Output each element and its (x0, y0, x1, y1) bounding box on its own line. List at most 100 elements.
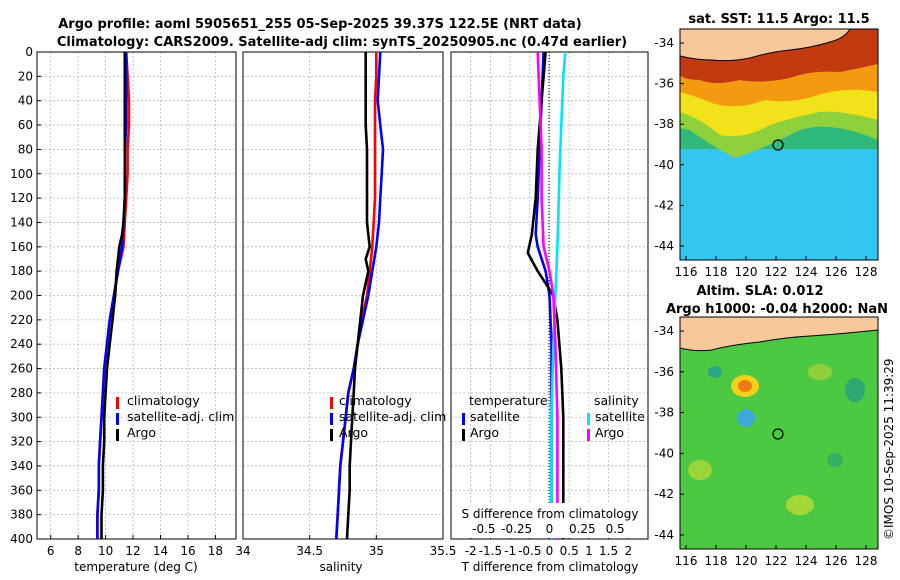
temperature-xlabel: temperature (deg C) (74, 560, 197, 574)
x-tick-label: 8 (74, 544, 82, 558)
legend-label-satellite: satellite-adj. clim (127, 409, 234, 424)
legend-swatch-climatology (330, 397, 333, 409)
legend-swatch-climatology (116, 397, 119, 409)
y-tick-label: 320 (10, 435, 33, 449)
s-tick-label: 0.25 (569, 522, 596, 536)
y-tick-label: 300 (10, 410, 33, 424)
x-tick-label: 0 (546, 544, 554, 558)
map-x-tick-label: 128 (855, 265, 878, 279)
legend-swatch-satellite (116, 413, 119, 425)
legend-swatch-temperature-argo (462, 429, 465, 441)
x-tick-label: 1 (585, 544, 593, 558)
salinity-legend: climatology satellite-adj. clim Argo (330, 393, 446, 441)
map-y-tick-label: -40 (654, 446, 674, 460)
sst-map: sat. SST: 11.5 Argo: 11.5 -34 -36 -38 -40 -4… (654, 12, 879, 279)
sla-map-frame (679, 316, 879, 550)
series-salinity-argo (536, 51, 559, 539)
temperature-legend: climatology satellite-adj. clim Argo (116, 393, 234, 441)
map-x-tick-label: 118 (705, 554, 728, 568)
difference-panel: -2 -1.5 -1 -0.5 0 0.5 1 1.5 2 T difference from … (450, 51, 649, 574)
sla-anomaly-mid (808, 364, 832, 380)
salinity-panel: 34 34.5 35 35.5 salinity climatology satell… (235, 51, 456, 574)
x-tick-label: -2 (465, 544, 477, 558)
y-tick-label: 20 (18, 69, 33, 83)
sst-land (680, 29, 878, 62)
series-satellite-adj-clim (335, 51, 385, 540)
map-x-tick-label: 116 (675, 265, 698, 279)
map-y-tick-label: -36 (654, 77, 674, 91)
map-x-tick-label: 120 (735, 554, 758, 568)
y-tick-label: 200 (10, 289, 33, 303)
x-tick-label: 10 (98, 544, 113, 558)
legend-label-satellite: satellite-adj. clim (339, 409, 446, 424)
s-axis-background (452, 503, 647, 538)
series-argo (100, 52, 127, 539)
sst-map-title: sat. SST: 11.5 Argo: 11.5 (688, 12, 869, 27)
figure-title-line2: Climatology: CARS2009. Satellite-adj cli… (57, 35, 627, 50)
y-tick-label: 260 (10, 362, 33, 376)
map-y-tick-label: -40 (654, 158, 674, 172)
x-tick-label: 0.5 (560, 544, 579, 558)
y-tick-label: 140 (10, 215, 33, 229)
imos-watermark: ©IMOS 10-Sep-2025 11:39:29 (882, 358, 896, 540)
salinity-axes (242, 51, 444, 540)
sst-map-frame (679, 28, 879, 261)
x-tick-label: -1.5 (479, 544, 502, 558)
y-tick-label: 0 (25, 45, 33, 59)
x-tick-label: -1 (504, 544, 516, 558)
sla-anomaly-mid2 (688, 460, 712, 480)
legend-label-salinity-argo: Argo (595, 425, 624, 440)
salinity-xlabel: salinity (319, 560, 362, 574)
map-y-tick-label: -38 (654, 117, 674, 131)
map-x-tick-label: 118 (705, 265, 728, 279)
x-tick-label: 18 (208, 544, 223, 558)
x-tick-label: -0.5 (518, 544, 541, 558)
sla-land (680, 317, 878, 352)
sla-anomaly-low2 (708, 366, 722, 378)
map-x-tick-label: 124 (795, 554, 818, 568)
map-x-tick-label: 122 (765, 554, 788, 568)
map-y-tick-label: -38 (654, 406, 674, 420)
y-tick-label: 40 (18, 94, 33, 108)
y-tick-label: 180 (10, 264, 33, 278)
x-tick-label: 1.5 (599, 544, 618, 558)
y-tick-label: 380 (10, 508, 33, 522)
map-x-tick-label: 124 (795, 265, 818, 279)
map-x-tick-label: 122 (765, 265, 788, 279)
series-salinity-satellite (550, 51, 567, 539)
sla-map-title-line2: Argo h1000: -0.04 h2000: NaN (666, 302, 888, 317)
map-x-tick-label: 116 (675, 554, 698, 568)
y-tick-label: 340 (10, 459, 33, 473)
legend-swatch-argo (116, 429, 119, 441)
y-tick-label: 360 (10, 483, 33, 497)
s-tick-label: 0.5 (606, 522, 625, 536)
map-y-tick-label: -36 (654, 365, 674, 379)
x-tick-label: 12 (125, 544, 140, 558)
y-tick-label: 220 (10, 313, 33, 327)
y-tick-label: 80 (18, 142, 33, 156)
legend-swatch-argo (330, 429, 333, 441)
y-tick-label: 240 (10, 337, 33, 351)
legend-label-argo: Argo (127, 425, 156, 440)
y-tick-label: 160 (10, 240, 33, 254)
difference-xlabel: T difference from climatology (461, 560, 639, 574)
legend-label-salinity-satellite: satellite (595, 409, 645, 424)
sla-anomaly-mid3 (786, 495, 814, 515)
s-tick-label: 0 (546, 522, 554, 536)
legend-swatch-salinity-argo (587, 429, 590, 441)
legend-title-salinity: salinity (594, 393, 639, 408)
s-tick-label: -0.5 (472, 522, 495, 536)
s-difference-label: S difference from climatology (462, 507, 639, 521)
map-x-tick-label: 126 (825, 265, 848, 279)
legend-swatch-salinity-satellite (587, 413, 590, 425)
y-tick-label: 60 (18, 118, 33, 132)
x-tick-label: 16 (180, 544, 195, 558)
y-tick-label: 100 (10, 167, 33, 181)
difference-legend: temperature satellite Argo salinity sate… (462, 393, 645, 441)
y-tick-label: 280 (10, 386, 33, 400)
x-tick-label: 2 (624, 544, 632, 558)
map-y-tick-label: -42 (654, 198, 674, 212)
sla-map: Altim. SLA: 0.012 Argo h1000: -0.04 h200… (654, 284, 888, 568)
map-y-tick-label: -42 (654, 487, 674, 501)
